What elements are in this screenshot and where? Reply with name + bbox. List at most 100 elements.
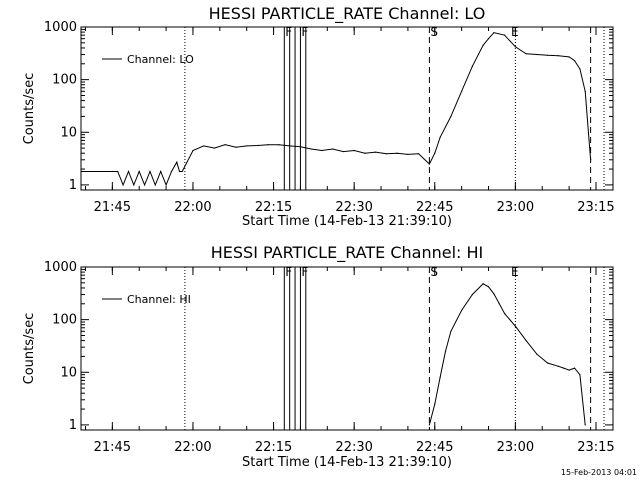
- data-point: [396, 152, 398, 154]
- data-point: [563, 367, 565, 369]
- data-point: [385, 153, 388, 155]
- data-point: [434, 403, 436, 405]
- data-point: [525, 339, 527, 342]
- data-point: [80, 170, 82, 173]
- data-point: [482, 44, 484, 46]
- y-tick-label: 10: [60, 125, 77, 140]
- event-marker-e: E: [511, 25, 519, 39]
- data-point: [133, 184, 135, 186]
- y-tick-label: 1: [69, 178, 77, 193]
- data-point: [407, 153, 409, 155]
- data-point: [428, 424, 430, 426]
- x-tick-label: 21:45: [94, 440, 131, 455]
- data-point: [444, 350, 447, 352]
- event-marker-f: F: [285, 25, 292, 39]
- data-point: [584, 424, 586, 426]
- data-point: [332, 148, 334, 150]
- data-point: [181, 170, 183, 173]
- data-point: [256, 144, 259, 147]
- event-marker-s: S: [430, 25, 438, 39]
- y-tick-label: 1000: [44, 20, 77, 35]
- data-point: [224, 144, 226, 146]
- legend-label: Channel: HI: [127, 293, 191, 306]
- data-point: [547, 362, 549, 364]
- data-point: [557, 55, 559, 57]
- x-tick-label: 22:15: [255, 440, 292, 455]
- x-tick-label: 23:00: [497, 200, 534, 215]
- x-tick-label: 22:00: [174, 200, 211, 215]
- x-tick-label: 22:30: [335, 200, 372, 215]
- data-point: [584, 90, 586, 92]
- data-point: [461, 309, 463, 311]
- data-point: [342, 150, 345, 153]
- data-point: [471, 293, 473, 296]
- data-point: [278, 144, 280, 146]
- data-point: [434, 152, 436, 154]
- data-point: [353, 149, 355, 152]
- data-point: [122, 184, 124, 186]
- data-point: [154, 184, 156, 186]
- data-point: [487, 286, 490, 288]
- x-tick-label: 23:15: [577, 200, 614, 215]
- data-point: [160, 170, 162, 173]
- data-point: [267, 144, 269, 146]
- data-point: [514, 46, 516, 48]
- data-point: [557, 365, 559, 367]
- x-tick-label: 22:45: [416, 440, 453, 455]
- y-tick-label: 100: [52, 313, 77, 328]
- timestamp: 15-Feb-2013 04:01: [561, 468, 637, 477]
- data-point: [579, 68, 581, 70]
- data-point: [375, 151, 377, 153]
- data-point: [439, 376, 441, 378]
- data-point: [439, 136, 441, 138]
- x-tick-label: 22:45: [416, 200, 453, 215]
- data-point: [178, 170, 181, 173]
- data-point: [568, 56, 570, 58]
- data-point: [450, 330, 452, 332]
- series-line: [81, 32, 592, 187]
- data-point: [573, 59, 576, 62]
- data-point: [493, 293, 495, 295]
- x-tick-label: 23:15: [577, 440, 614, 455]
- y-tick-label: 1000: [44, 260, 77, 275]
- y-axis-label: Counts/sec: [22, 73, 37, 145]
- data-point: [482, 283, 484, 285]
- data-point: [310, 148, 312, 150]
- data-point: [450, 115, 452, 118]
- chart-title: HESSI PARTICLE_RATE Channel: HI: [211, 243, 484, 263]
- plot-frame: [80, 266, 614, 431]
- legend-label: Channel: LO: [127, 53, 194, 66]
- data-point: [536, 53, 538, 56]
- x-tick-label: 22:00: [174, 440, 211, 455]
- x-tick-label: 23:00: [497, 440, 534, 455]
- data-point: [428, 163, 430, 165]
- y-axis-label: Counts/sec: [22, 313, 37, 385]
- y-tick-label: 100: [52, 73, 77, 88]
- data-point: [127, 170, 130, 173]
- event-marker-e: E: [511, 265, 519, 279]
- data-point: [143, 184, 146, 186]
- data-point: [170, 170, 173, 173]
- data-point: [590, 159, 592, 161]
- data-point: [235, 146, 237, 148]
- x-tick-label: 22:15: [255, 200, 292, 215]
- data-point: [246, 145, 248, 147]
- data-point: [176, 161, 178, 163]
- data-point: [289, 145, 291, 147]
- event-marker-f: F: [285, 265, 292, 279]
- data-point: [321, 149, 323, 152]
- data-point: [525, 53, 527, 55]
- y-tick-label: 1: [69, 418, 77, 433]
- data-point: [498, 303, 500, 305]
- data-point: [579, 374, 581, 376]
- x-axis-label: Start Time (14-Feb-13 21:39:10): [242, 455, 452, 470]
- data-point: [364, 152, 366, 154]
- data-point: [117, 170, 119, 173]
- data-point: [487, 38, 490, 40]
- data-point: [138, 170, 140, 173]
- y-tick-label: 10: [60, 365, 77, 380]
- event-marker-f: F: [301, 25, 308, 39]
- plot-frame: [80, 26, 614, 191]
- data-point: [192, 149, 194, 152]
